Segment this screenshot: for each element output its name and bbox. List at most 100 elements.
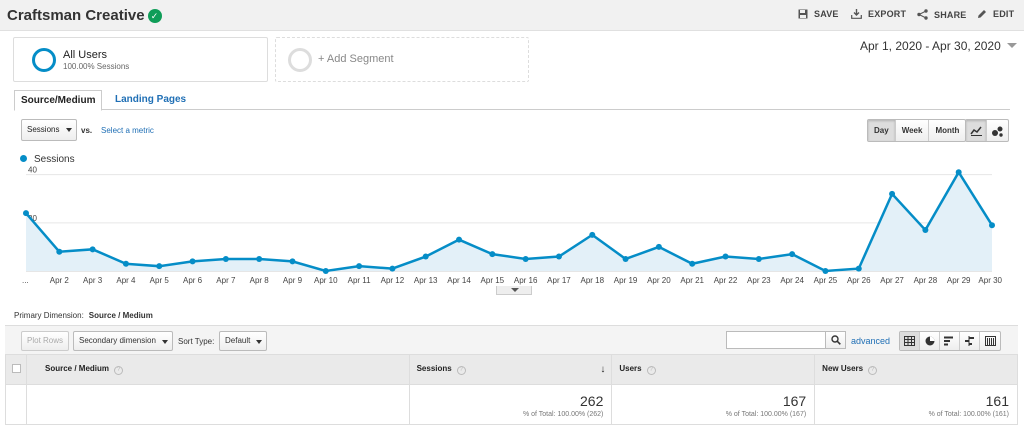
metric-select-label: Sessions	[27, 125, 60, 134]
data-table-view-button[interactable]	[900, 332, 920, 350]
data-point	[322, 268, 329, 274]
tab-landing-pages[interactable]: Landing Pages	[115, 94, 187, 105]
tab-source-medium[interactable]: Source/Medium	[14, 90, 103, 111]
date-range-picker[interactable]: Apr 1, 2020 - Apr 30, 2020	[860, 39, 1017, 53]
data-point	[955, 169, 962, 176]
help-icon[interactable]: ?	[114, 366, 123, 375]
bubble-chart-icon	[992, 126, 1003, 137]
line-chart-button[interactable]	[966, 120, 987, 141]
chevron-down-icon	[66, 128, 72, 132]
total-new-users-percent: % of Total: 100.00% (161)	[928, 411, 1009, 418]
advanced-filter-link[interactable]: advanced	[851, 336, 891, 346]
column-header-users[interactable]: Users?	[611, 354, 816, 385]
pie-view-button[interactable]	[920, 332, 940, 350]
primary-dimension-value[interactable]: Source / Medium	[88, 311, 153, 320]
verified-check-icon: ✓	[147, 9, 162, 23]
data-point	[589, 231, 596, 238]
data-point	[855, 265, 862, 272]
export-button[interactable]: EXPORT	[851, 9, 906, 19]
data-point	[256, 255, 263, 262]
column-header-source-medium[interactable]: Source / Medium?	[25, 354, 410, 385]
x-tick-label: Apr 3	[83, 276, 103, 285]
total-sessions-value: 262	[580, 393, 604, 409]
month-button[interactable]: Month	[935, 126, 960, 135]
data-point	[456, 236, 463, 243]
share-icon	[917, 9, 928, 20]
top-bar: Craftsman Creative ✓ SAVE EXPORT SHARE ED…	[0, 0, 1024, 31]
column-header-new-users[interactable]: New Users?	[814, 354, 1018, 385]
table-toolbar: Plot Rows Secondary dimension Sort Type:…	[5, 325, 1018, 354]
help-icon[interactable]: ?	[868, 366, 878, 375]
search-icon	[830, 335, 841, 345]
data-point	[289, 258, 296, 265]
chevron-down-icon	[1006, 43, 1017, 48]
property-name: Craftsman Creative	[7, 7, 145, 24]
primary-dimension-label: Primary Dimension:	[14, 311, 84, 320]
share-button[interactable]: SHARE	[917, 9, 967, 20]
column-header-sessions[interactable]: Sessions? ↓	[408, 354, 613, 385]
segment-title: All Users	[63, 49, 108, 61]
plot-rows-button[interactable]: Plot Rows	[21, 331, 70, 351]
table-search-input[interactable]	[726, 331, 846, 349]
x-tick-label: Apr 28	[914, 276, 938, 285]
data-point	[189, 258, 196, 265]
x-tick-label: Apr 29	[947, 276, 971, 285]
chart-type-toggle	[965, 119, 1009, 142]
help-icon[interactable]: ?	[456, 366, 466, 375]
sort-type-label: Sort Type:	[178, 337, 215, 346]
total-new-users-value: 161	[985, 393, 1009, 409]
primary-dimension: Primary Dimension: Source / Medium	[14, 311, 153, 320]
data-point	[222, 255, 229, 262]
add-segment-button[interactable]: + Add Segment	[275, 37, 529, 82]
data-point	[156, 263, 163, 270]
help-icon[interactable]: ?	[646, 366, 656, 375]
secondary-dimension-label: Secondary dimension	[79, 336, 156, 345]
segment-all-users[interactable]: All Users 100.00% Sessions	[13, 37, 268, 82]
data-point	[689, 260, 696, 267]
x-tick-label: Apr 9	[283, 276, 303, 285]
data-point	[23, 210, 29, 217]
totals-row: 262 % of Total: 100.00% (262) 167 % of T…	[5, 384, 1018, 425]
select-metric-link[interactable]: Select a metric	[101, 126, 154, 135]
motion-chart-button[interactable]	[987, 120, 1008, 141]
segment-ring-icon	[32, 48, 56, 72]
data-point	[356, 263, 363, 270]
day-button[interactable]: Day	[868, 120, 896, 141]
x-tick-label: Apr 2	[50, 276, 70, 285]
data-point	[522, 255, 529, 262]
data-point	[722, 253, 729, 260]
pivot-table-icon	[984, 336, 996, 346]
chevron-down-icon	[161, 340, 168, 344]
secondary-dimension-select[interactable]: Secondary dimension	[73, 331, 173, 351]
add-segment-label: + Add Segment	[318, 53, 394, 65]
select-all-checkbox[interactable]	[12, 364, 21, 373]
pivot-view-button[interactable]	[980, 332, 1000, 350]
legend-label: Sessions	[34, 154, 75, 165]
sessions-chart: 20 40... Apr 2 Apr 3 Apr 4 Apr 5 Apr 6 Apr 7 Apr…	[22, 166, 1003, 285]
data-point	[56, 248, 63, 255]
x-tick-label: Apr 21	[680, 276, 704, 285]
edit-button[interactable]: EDIT	[977, 9, 1014, 19]
search-button[interactable]	[825, 332, 845, 348]
empty-segment-ring-icon	[288, 48, 312, 72]
sort-type-value: Default	[225, 336, 251, 345]
x-tick-label: Apr 25	[814, 276, 838, 285]
x-tick-label: Apr 18	[580, 276, 604, 285]
total-users-percent: % of Total: 100.00% (167)	[725, 411, 807, 418]
report-tabs: Source/Medium Landing Pages	[14, 90, 1010, 111]
comparison-view-button[interactable]	[960, 332, 980, 350]
save-button[interactable]: SAVE	[798, 9, 839, 19]
pencil-icon	[978, 10, 986, 18]
series-area	[26, 172, 992, 271]
table-header-row: Source / Medium? Sessions? ↓ Users? New U…	[5, 354, 1018, 385]
data-point	[655, 243, 662, 250]
sort-type-select[interactable]: Default	[219, 331, 268, 351]
totals-new-users-cell: 161 % of Total: 100.00% (161)	[814, 384, 1018, 425]
grid-icon	[904, 336, 915, 346]
week-button[interactable]: Week	[896, 120, 930, 141]
totals-empty-cell	[5, 384, 27, 425]
collapse-chart-handle[interactable]	[496, 286, 532, 295]
x-tick-label: Apr 13	[414, 276, 438, 285]
performance-view-button[interactable]	[940, 332, 960, 350]
metric-select[interactable]: Sessions	[21, 119, 77, 141]
